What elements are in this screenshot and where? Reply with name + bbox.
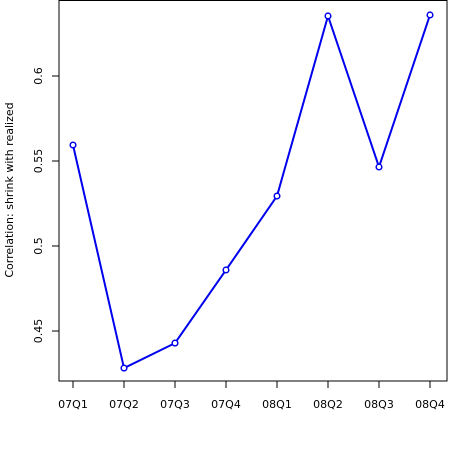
x-tick-label: 08Q2 <box>313 398 343 411</box>
line <box>72 12 431 370</box>
y-tick-label: 0.6 <box>32 67 45 85</box>
x-tick-label: 08Q3 <box>364 398 394 411</box>
x-tick-label: 08Q4 <box>415 398 445 411</box>
x-tick-label: 08Q1 <box>262 398 292 411</box>
point <box>375 163 383 171</box>
point <box>69 141 77 149</box>
plot-box <box>58 0 448 382</box>
point <box>426 11 434 19</box>
y-tick-label: 0.5 <box>32 237 45 255</box>
point <box>120 364 128 372</box>
y-axis-label: Correlation: shrink with realized <box>3 102 16 277</box>
y-tick-label: 0.55 <box>32 149 45 174</box>
point <box>171 339 179 347</box>
point <box>273 192 281 200</box>
x-tick-label: 07Q2 <box>109 398 139 411</box>
x-tick-label: 07Q1 <box>58 398 88 411</box>
x-tick-label: 07Q4 <box>211 398 241 411</box>
y-tick-label: 0.45 <box>32 319 45 344</box>
point <box>222 266 230 274</box>
x-tick-label: 07Q3 <box>160 398 190 411</box>
point <box>324 12 332 20</box>
